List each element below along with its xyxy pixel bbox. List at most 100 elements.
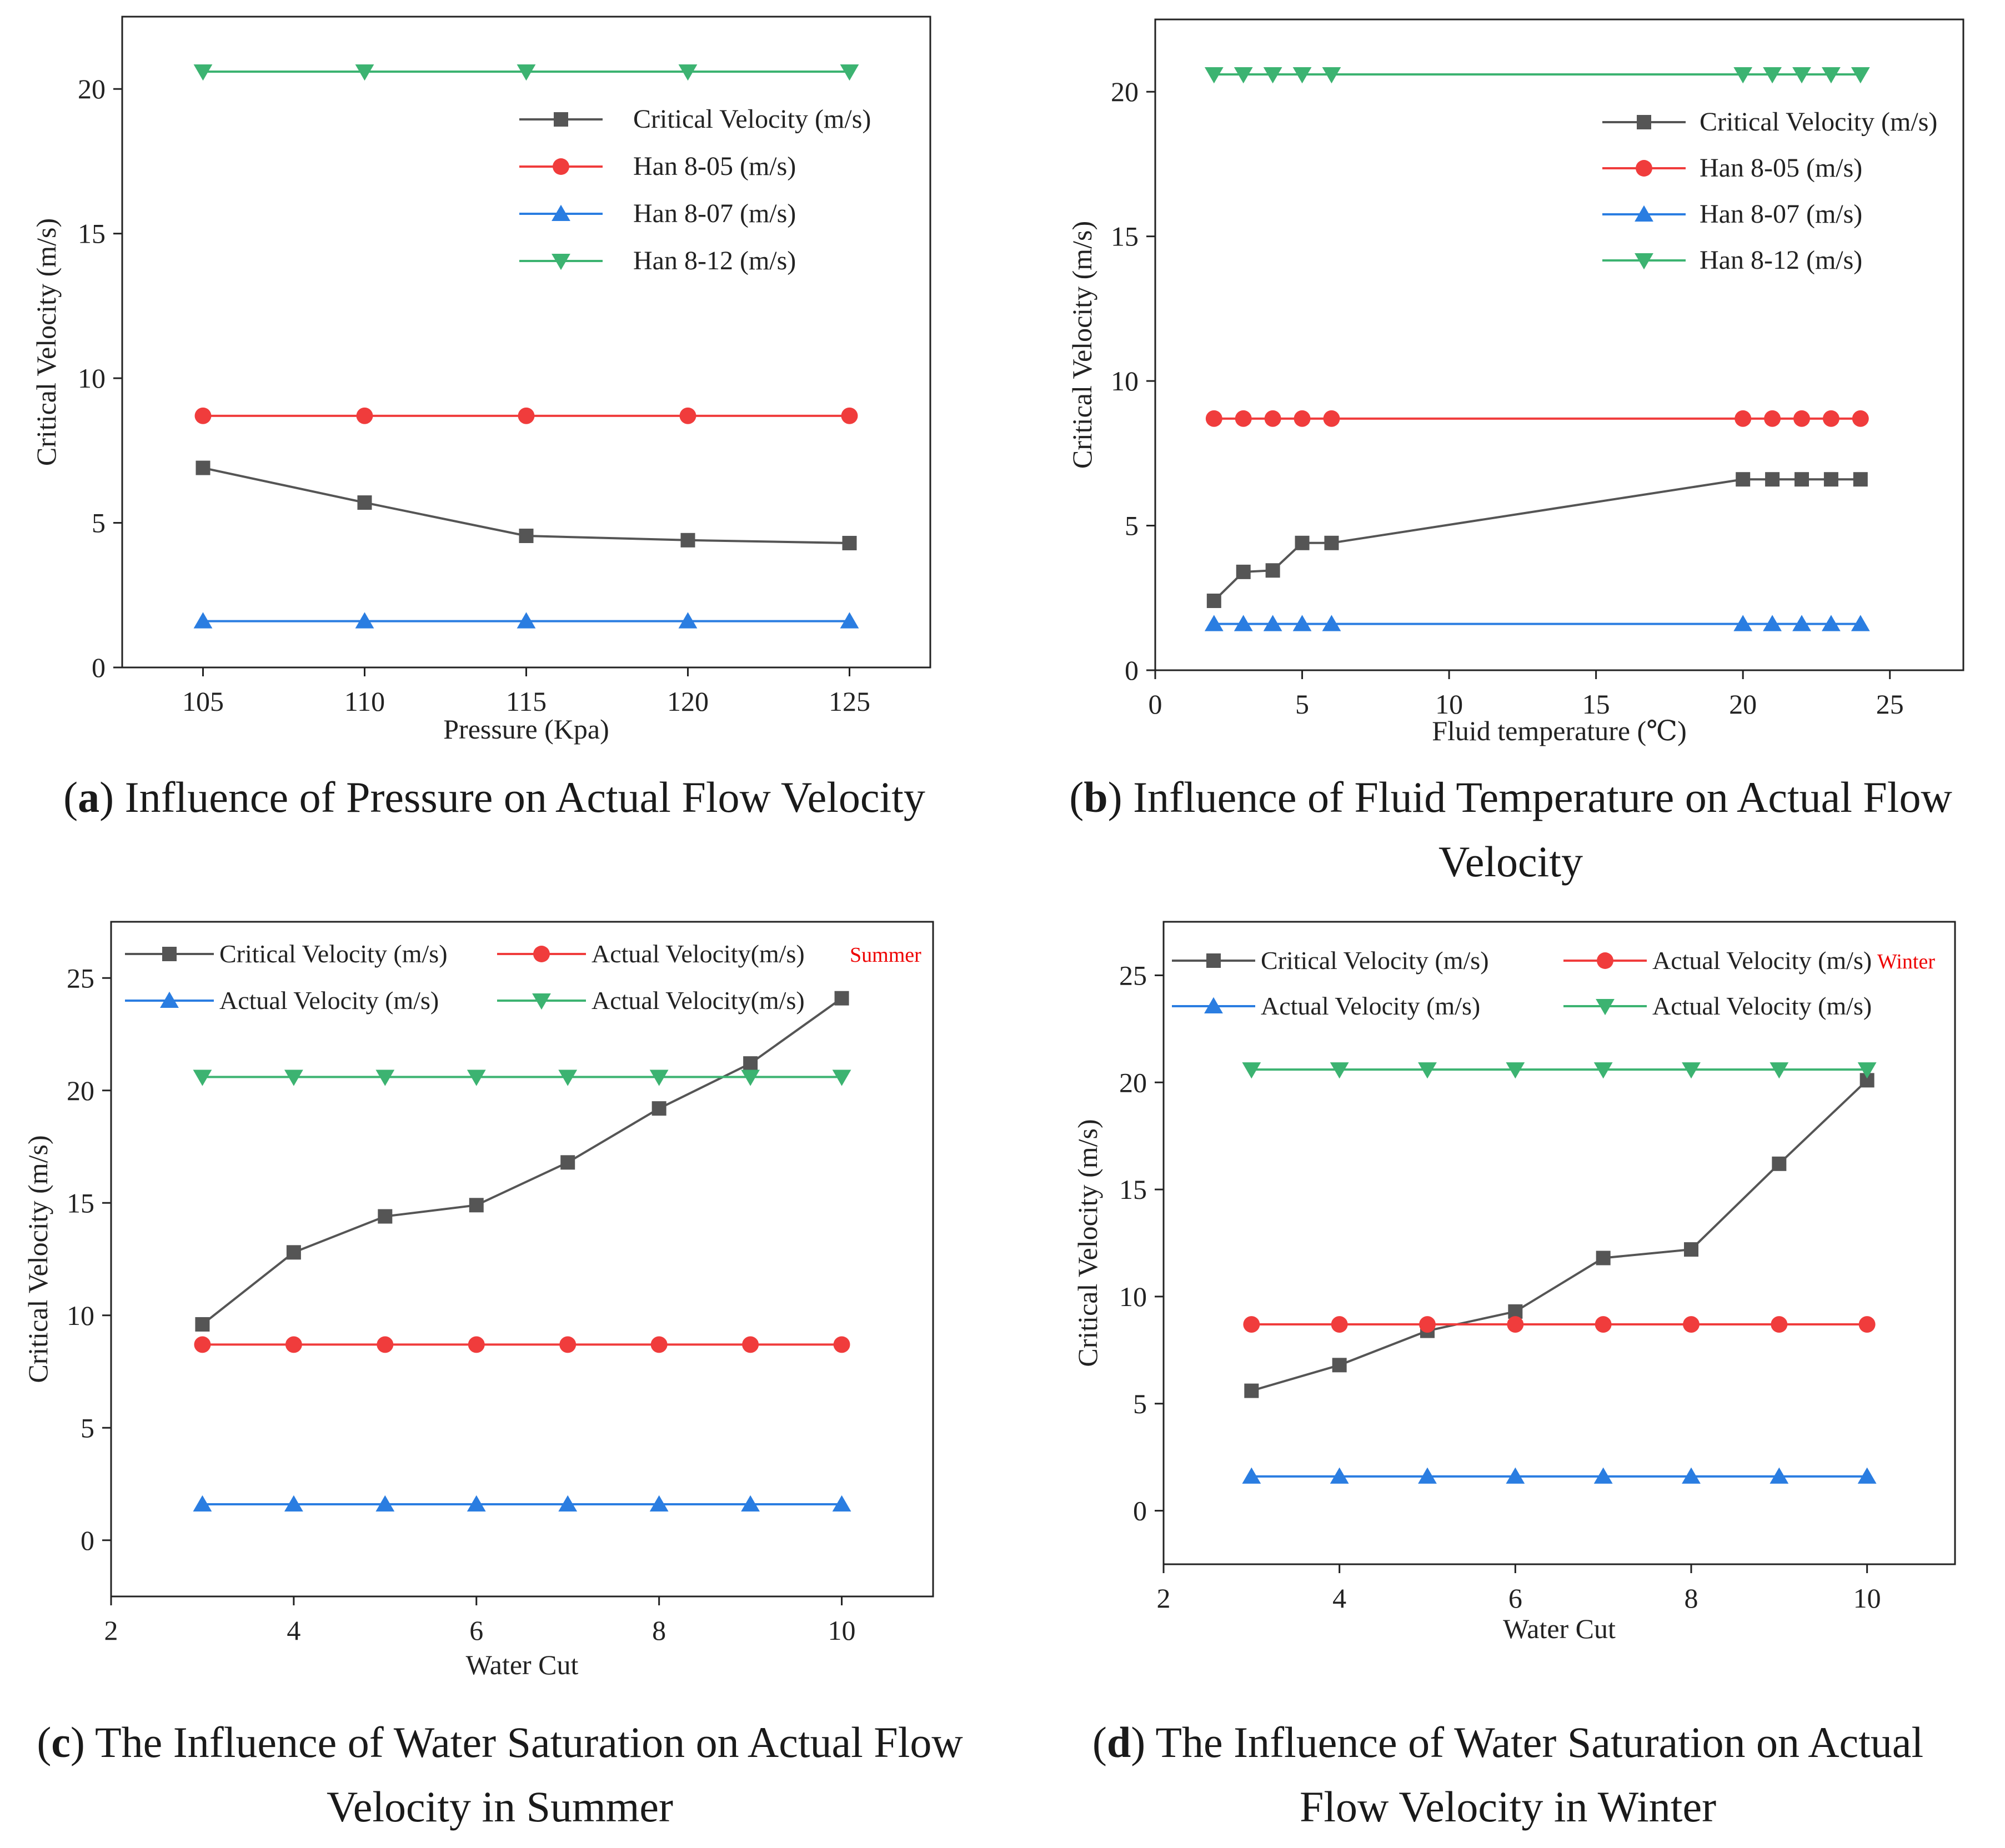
- data-point: [193, 1069, 212, 1086]
- data-point: [560, 1155, 575, 1170]
- x-tick-label: 10: [828, 1615, 856, 1646]
- legend-label: Actual Velocity (m/s): [1652, 992, 1872, 1020]
- data-point: [1822, 410, 1839, 427]
- data-point: [1292, 615, 1312, 631]
- legend-marker: [1204, 997, 1223, 1013]
- y-axis-label: Critical Velocity (m/s): [22, 1135, 53, 1383]
- y-tick-label: 15: [78, 218, 106, 249]
- legend: Critical Velocity (m/s) Actual Velocity (…: [1172, 946, 1935, 1020]
- y-axis-label: Critical Velocity (m/s): [1066, 221, 1097, 469]
- y-tick-label: 0: [1125, 655, 1139, 686]
- x-tick-label: 6: [1508, 1583, 1522, 1614]
- data-point: [1851, 615, 1870, 631]
- data-point: [1735, 410, 1752, 427]
- legend-marker: [1636, 160, 1652, 177]
- data-point: [357, 495, 372, 510]
- data-point: [834, 991, 849, 1006]
- x-axis-label: Pressure (Kpa): [443, 714, 609, 745]
- data-point: [286, 1245, 301, 1260]
- y-tick-label: 20: [1119, 1067, 1147, 1098]
- x-tick-label: 0: [1149, 689, 1162, 720]
- data-point: [1322, 67, 1341, 84]
- chart-c: 2 4 6 8 10 0 5 10 15 20 25 Water Cut Critical Veloci…: [22, 921, 934, 1680]
- data-point: [651, 1101, 666, 1116]
- legend-label: Actual Velocity(m/s): [592, 940, 805, 968]
- data-point: [1852, 410, 1869, 427]
- data-point: [1236, 564, 1251, 579]
- data-point: [1323, 410, 1340, 427]
- x-tick-label: 110: [344, 686, 385, 717]
- x-tick-label: 2: [1157, 1583, 1171, 1614]
- x-tick-label: 15: [1582, 689, 1610, 720]
- y-tick-label: 10: [1119, 1281, 1147, 1312]
- caption-b: (b) Influence of Fluid Temperature on Ac…: [1069, 773, 1952, 886]
- x-tick-label: 10: [1435, 689, 1463, 720]
- y-tick-label: 20: [67, 1075, 94, 1106]
- data-point: [1763, 615, 1782, 631]
- data-point: [467, 1069, 486, 1086]
- legend-marker: [533, 946, 550, 962]
- y-axis-label: Critical Velocity (m/s): [31, 218, 62, 466]
- y-tick-label: 5: [81, 1412, 94, 1443]
- data-point: [1332, 1358, 1347, 1373]
- legend-label: Actual Velocity (m/s): [219, 986, 439, 1015]
- data-point: [1419, 1316, 1436, 1333]
- legend-label: Critical Velocity (m/s): [219, 940, 448, 968]
- data-point: [743, 1056, 758, 1071]
- legend-label: Actual Velocity (m/s): [1261, 992, 1480, 1020]
- data-point: [1763, 67, 1782, 84]
- x-axis-label: Water Cut: [466, 1649, 579, 1680]
- series-line-1: [202, 997, 843, 1325]
- data-point: [1593, 1467, 1613, 1484]
- legend-marker: [554, 112, 568, 127]
- data-point: [1244, 1383, 1259, 1398]
- season-note: Summer: [850, 943, 921, 967]
- data-point: [1857, 1467, 1877, 1484]
- data-point: [1242, 1062, 1261, 1079]
- legend-marker: [532, 993, 551, 1010]
- x-tick-label: 4: [287, 1615, 300, 1646]
- data-point: [1792, 67, 1811, 84]
- legend-label: Han 8-07 (m/s): [1700, 199, 1862, 229]
- caption-d: (d) The Influence of Water Saturation on…: [1092, 1718, 1924, 1831]
- data-point: [284, 1495, 303, 1511]
- data-point: [1593, 1062, 1613, 1079]
- legend-label: Han 8-12 (m/s): [633, 246, 796, 275]
- x-tick-label: 4: [1332, 1583, 1346, 1614]
- data-point: [841, 407, 858, 424]
- data-point: [1764, 410, 1781, 427]
- data-point: [680, 533, 695, 548]
- data-point: [1595, 1316, 1612, 1333]
- x-tick-label: 10: [1853, 1583, 1881, 1614]
- data-point: [1204, 67, 1224, 84]
- legend-marker: [1635, 205, 1653, 222]
- data-point: [1264, 410, 1281, 427]
- data-point: [468, 1336, 485, 1353]
- data-point: [1822, 615, 1841, 631]
- y-tick-label: 15: [67, 1187, 94, 1218]
- x-axis-label: Fluid temperature (℃): [1432, 715, 1687, 746]
- data-point: [1822, 67, 1841, 84]
- data-point: [518, 407, 535, 424]
- x-tick-label: 5: [1295, 689, 1309, 720]
- y-tick-label: 10: [78, 363, 106, 394]
- y-tick-label: 20: [1111, 76, 1139, 107]
- data-point: [517, 64, 536, 81]
- data-point: [840, 612, 859, 629]
- data-point: [678, 612, 698, 629]
- plot-frame: [1162, 921, 1956, 1565]
- legend-label: Actual Velocity(m/s): [592, 986, 805, 1015]
- chart-b: 0 5 10 15 20 25 0 5 10 15 20 Fluid temperature (℃) C…: [1066, 18, 1964, 746]
- data-point: [1765, 472, 1780, 487]
- y-axis-label: Critical Velocity (m/s): [1072, 1119, 1103, 1367]
- caption-d-line2: Flow Velocity in Winter: [1299, 1782, 1717, 1831]
- series-line-1: [1251, 1079, 1868, 1392]
- data-point: [1733, 615, 1753, 631]
- series-line-1: [1213, 478, 1861, 602]
- caption-b-line1: Influence of Fluid Temperature on Actual…: [1122, 773, 1952, 821]
- data-point: [1795, 472, 1809, 487]
- y-tick-label: 5: [92, 508, 106, 539]
- data-point: [193, 1495, 212, 1511]
- caption-d-letter: d: [1106, 1718, 1131, 1766]
